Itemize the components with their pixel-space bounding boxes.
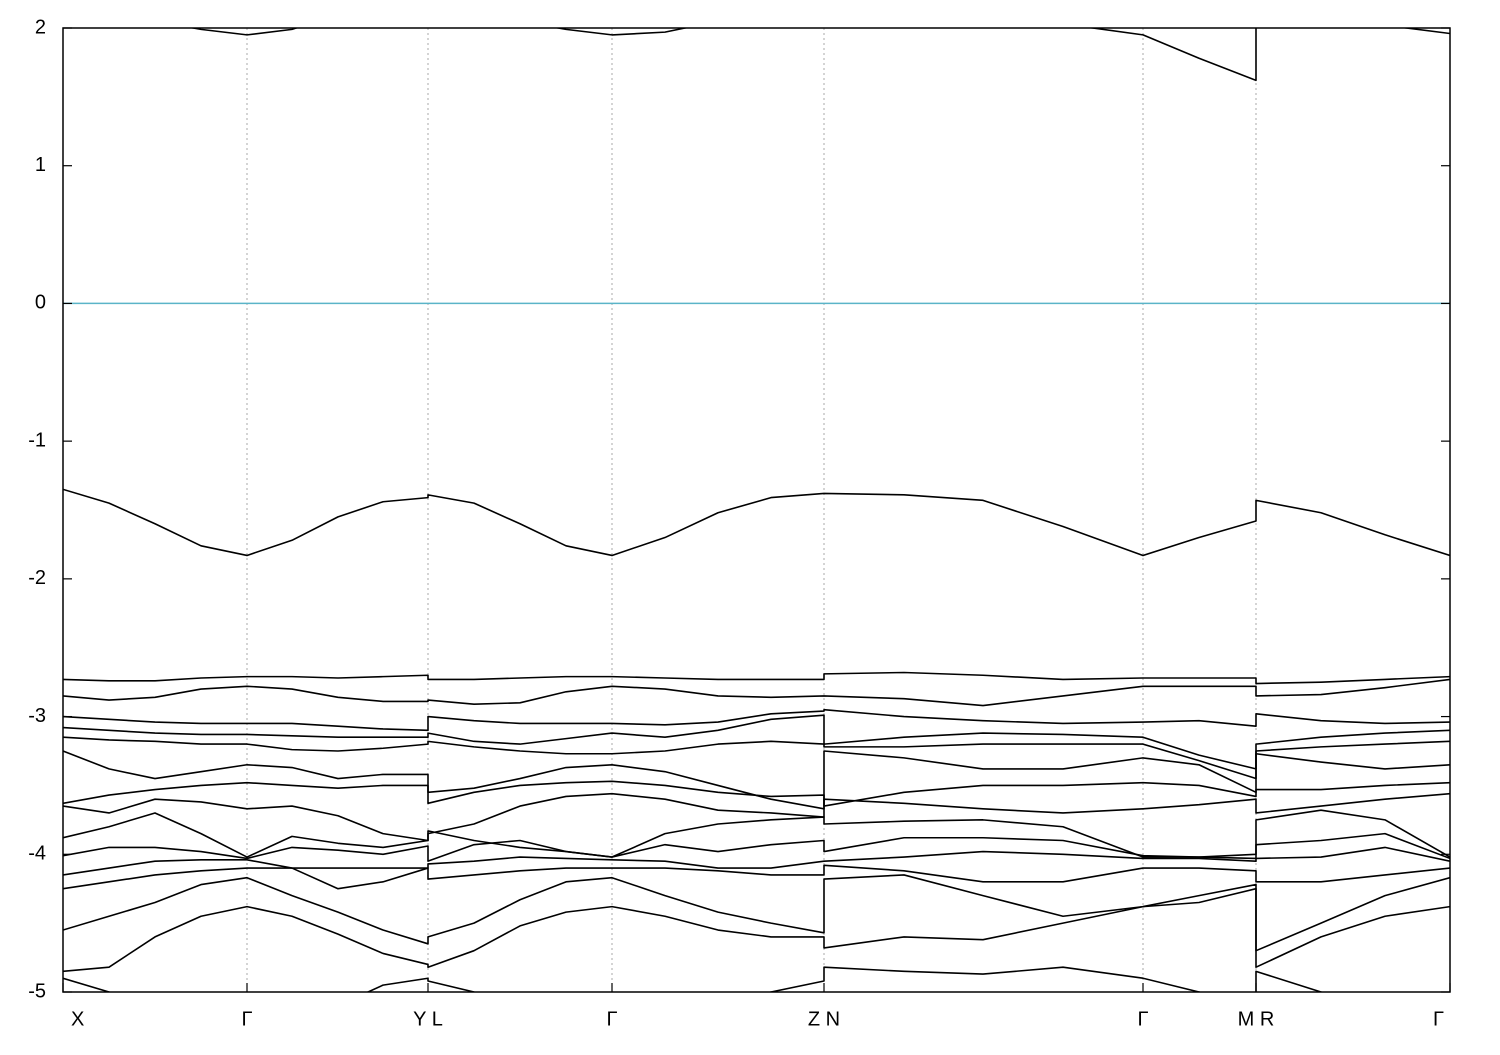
y-tick-label: 2: [35, 16, 46, 38]
band-line: [63, 678, 1450, 707]
band-line: [63, 708, 1450, 732]
y-tick-label: 1: [35, 154, 46, 176]
band-line: [63, 792, 1450, 842]
band-line: [63, 846, 1450, 890]
x-tick-label: Γ: [1137, 1008, 1148, 1030]
plot-area: [63, 28, 1450, 992]
x-tick-label: Γ: [1433, 1008, 1444, 1030]
band-line: [63, 864, 1450, 890]
x-tick-label: Γ: [606, 1008, 617, 1030]
band-line: [63, 809, 1450, 858]
band-line: [63, 736, 1450, 780]
x-tick-label: Γ: [241, 1008, 252, 1030]
plot-frame: [62, 27, 1451, 993]
band-line: [63, 714, 1450, 770]
x-tick-label: Z N: [808, 1008, 840, 1030]
y-tick-label: -2: [28, 567, 46, 589]
y-tick-label: -4: [28, 843, 46, 865]
axes: -5 -4 -3 -2 -1 0 1 2 X Γ Y L Γ Z N Γ M R Γ: [28, 16, 1451, 1030]
band-line: [63, 966, 1324, 992]
x-tick-label: X: [71, 1008, 84, 1030]
band-line: [188, 28, 1450, 82]
y-tick-label: -1: [28, 429, 46, 451]
y-tick-label: -5: [28, 980, 46, 1002]
band-line: [63, 671, 1450, 685]
band-line: [63, 874, 1450, 952]
y-tick-label: 0: [35, 292, 46, 314]
band-line: [63, 780, 1450, 807]
band-line: [63, 832, 1450, 862]
x-tick-label: Y L: [413, 1008, 443, 1030]
y-tick-label: -3: [28, 705, 46, 727]
band-line: [63, 488, 1450, 557]
band-line: [63, 887, 1450, 973]
band-line: [63, 750, 1450, 810]
grid: [62, 28, 1451, 992]
x-tick-label: M R: [1238, 1008, 1275, 1030]
